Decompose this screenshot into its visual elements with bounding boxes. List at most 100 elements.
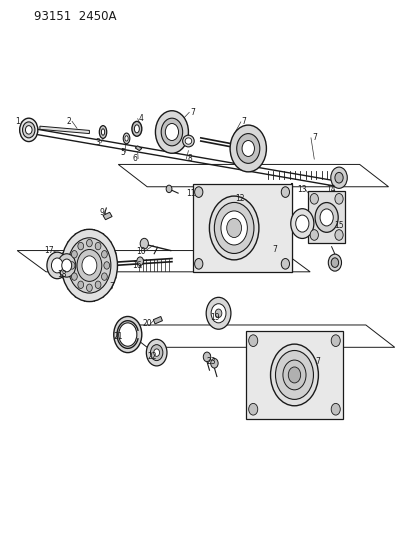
Text: 15: 15 xyxy=(333,221,343,230)
Circle shape xyxy=(334,230,342,240)
Circle shape xyxy=(282,360,305,390)
Circle shape xyxy=(309,193,318,204)
Circle shape xyxy=(150,345,162,361)
Circle shape xyxy=(77,249,102,281)
Text: 7: 7 xyxy=(109,282,114,291)
Polygon shape xyxy=(245,331,342,419)
Text: 16: 16 xyxy=(132,261,141,270)
Text: 13: 13 xyxy=(297,185,306,194)
Text: 6: 6 xyxy=(132,154,137,163)
Text: 12: 12 xyxy=(235,194,244,203)
Circle shape xyxy=(280,259,289,269)
Circle shape xyxy=(71,251,77,258)
Circle shape xyxy=(22,122,35,138)
Circle shape xyxy=(146,340,166,366)
Circle shape xyxy=(319,209,332,226)
Circle shape xyxy=(334,193,342,204)
Circle shape xyxy=(119,323,137,346)
Circle shape xyxy=(295,215,308,232)
Circle shape xyxy=(140,238,148,249)
Circle shape xyxy=(101,273,107,280)
Text: 20: 20 xyxy=(142,319,152,328)
Circle shape xyxy=(194,259,202,269)
Circle shape xyxy=(47,252,67,279)
Text: 7: 7 xyxy=(272,245,277,254)
Circle shape xyxy=(309,230,318,240)
Circle shape xyxy=(71,273,77,280)
Circle shape xyxy=(248,403,257,415)
Circle shape xyxy=(203,352,210,362)
Circle shape xyxy=(86,239,92,247)
Text: 18: 18 xyxy=(57,270,66,279)
Ellipse shape xyxy=(132,122,142,136)
Circle shape xyxy=(221,211,247,245)
Circle shape xyxy=(275,351,313,399)
Circle shape xyxy=(69,262,75,269)
Text: 4: 4 xyxy=(138,114,143,123)
Ellipse shape xyxy=(185,138,191,144)
Circle shape xyxy=(209,196,258,260)
Circle shape xyxy=(215,309,221,318)
Circle shape xyxy=(25,126,32,134)
Ellipse shape xyxy=(101,129,104,135)
Circle shape xyxy=(51,258,63,273)
Circle shape xyxy=(101,251,107,258)
Polygon shape xyxy=(103,212,112,220)
Polygon shape xyxy=(40,126,89,134)
Circle shape xyxy=(165,124,178,141)
Circle shape xyxy=(242,141,254,157)
Text: 7: 7 xyxy=(314,357,319,366)
Circle shape xyxy=(61,229,117,302)
Circle shape xyxy=(211,304,225,323)
Circle shape xyxy=(137,257,143,265)
Text: 10: 10 xyxy=(136,247,145,256)
Circle shape xyxy=(82,256,97,275)
Circle shape xyxy=(214,203,253,254)
Circle shape xyxy=(68,238,111,293)
Circle shape xyxy=(114,317,142,353)
Circle shape xyxy=(20,118,38,142)
Polygon shape xyxy=(135,146,142,151)
Circle shape xyxy=(161,118,182,146)
Circle shape xyxy=(236,134,259,164)
Ellipse shape xyxy=(182,135,194,147)
Circle shape xyxy=(166,185,171,192)
Text: 11: 11 xyxy=(185,189,195,198)
Text: 7: 7 xyxy=(241,117,246,126)
Circle shape xyxy=(328,254,341,271)
Circle shape xyxy=(104,262,109,269)
Polygon shape xyxy=(153,317,162,324)
Ellipse shape xyxy=(125,136,128,141)
Text: 3: 3 xyxy=(95,138,100,147)
Ellipse shape xyxy=(134,125,139,133)
Text: 8: 8 xyxy=(187,154,192,163)
Text: 5: 5 xyxy=(120,148,125,157)
Circle shape xyxy=(248,335,257,346)
Circle shape xyxy=(153,349,159,357)
Text: 21: 21 xyxy=(113,332,123,341)
Circle shape xyxy=(334,172,342,183)
Ellipse shape xyxy=(99,126,107,139)
Circle shape xyxy=(194,187,202,197)
Circle shape xyxy=(57,254,76,277)
Circle shape xyxy=(95,281,101,288)
Text: 23: 23 xyxy=(206,357,216,366)
Circle shape xyxy=(330,335,339,346)
Text: 9: 9 xyxy=(99,208,104,217)
Ellipse shape xyxy=(123,133,130,144)
Circle shape xyxy=(78,243,83,250)
Text: 93151  2450A: 93151 2450A xyxy=(33,10,116,23)
Circle shape xyxy=(330,403,339,415)
Polygon shape xyxy=(192,184,291,272)
Text: 1: 1 xyxy=(16,117,20,126)
Polygon shape xyxy=(307,191,344,243)
Circle shape xyxy=(330,258,338,268)
Text: 2: 2 xyxy=(66,117,71,126)
Text: 14: 14 xyxy=(325,185,335,194)
Circle shape xyxy=(86,284,92,292)
Circle shape xyxy=(62,259,71,272)
Text: 17: 17 xyxy=(45,246,54,255)
Text: 7: 7 xyxy=(190,108,195,117)
Circle shape xyxy=(270,344,318,406)
Circle shape xyxy=(155,111,188,154)
